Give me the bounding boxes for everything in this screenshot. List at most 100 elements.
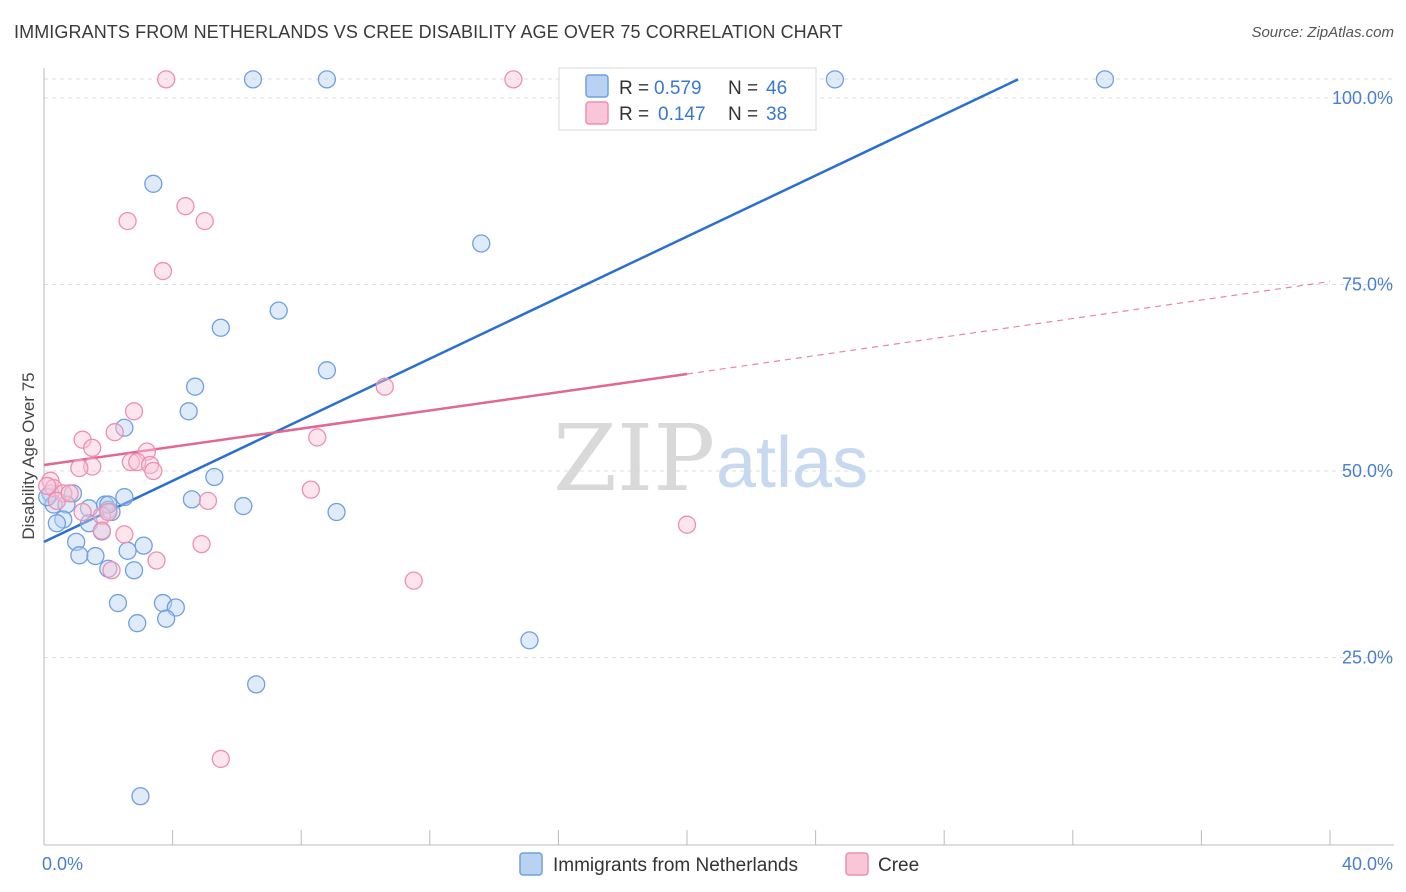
watermark-atlas: atlas bbox=[716, 423, 868, 503]
y-tick-label-1: 75.0% bbox=[1342, 275, 1393, 295]
cree-point-2 bbox=[176, 197, 195, 216]
netherlands-point-35 bbox=[124, 561, 144, 580]
netherlands-point-7 bbox=[211, 318, 230, 337]
x-tick-marks bbox=[172, 830, 1331, 845]
netherlands-point-9 bbox=[185, 377, 205, 396]
cree-point-5 bbox=[153, 261, 173, 281]
netherlands-point-11 bbox=[115, 418, 134, 437]
legend-n-value-pink: 38 bbox=[766, 104, 787, 125]
cree-point-9 bbox=[308, 428, 327, 447]
legend-n-value-blue: 46 bbox=[766, 78, 787, 99]
stats-legend: R = 0.579 N = 46 R = 0.147 N = 38 bbox=[558, 67, 817, 131]
bottom-legend-label-blue: Immigrants from Netherlands bbox=[553, 855, 798, 876]
netherlands-point-12 bbox=[205, 467, 224, 487]
cree-point-3 bbox=[118, 211, 137, 231]
cree-point-36 bbox=[38, 476, 57, 496]
netherlands-point-41 bbox=[520, 631, 539, 650]
netherlands-point-1 bbox=[317, 70, 337, 89]
netherlands-point-4 bbox=[144, 174, 163, 193]
x-tick-label-0: 0.0% bbox=[42, 854, 83, 874]
legend-r-label-pink: R = bbox=[619, 104, 649, 125]
cree-point-0 bbox=[157, 70, 176, 89]
bottom-legend-label-pink: Cree bbox=[878, 855, 919, 876]
cree-point-6 bbox=[375, 377, 394, 396]
netherlands-point-24 bbox=[327, 502, 346, 522]
netherlands-point-15 bbox=[115, 487, 134, 507]
chart-title: IMMIGRANTS FROM NETHERLANDS VS CREE DISA… bbox=[14, 22, 843, 42]
y-tick-labels: 100.0% 75.0% 50.0% 25.0% bbox=[1332, 88, 1393, 668]
netherlands-point-45 bbox=[99, 495, 118, 514]
cree-point-17 bbox=[70, 458, 89, 478]
netherlands-point-6 bbox=[269, 301, 288, 320]
trend-lines bbox=[43, 78, 1331, 543]
netherlands-point-42 bbox=[247, 675, 266, 694]
y-tick-label-2: 50.0% bbox=[1342, 461, 1393, 481]
cree-point-37 bbox=[99, 502, 118, 522]
cree-point-22 bbox=[54, 484, 73, 503]
cree-point-27 bbox=[92, 521, 112, 540]
x-tick-labels: 0.0% 40.0% bbox=[42, 854, 1393, 874]
netherlands-point-10 bbox=[179, 402, 198, 421]
y-tick-label-3: 25.0% bbox=[1342, 648, 1393, 668]
bottom-legend-swatch-blue bbox=[519, 852, 543, 876]
netherlands-point-18 bbox=[57, 495, 76, 514]
cree-point-1 bbox=[504, 70, 523, 89]
cree-point-29 bbox=[677, 515, 697, 534]
cree-point-25 bbox=[73, 502, 92, 522]
cree-point-24 bbox=[198, 491, 218, 510]
netherlands-point-40 bbox=[157, 609, 176, 628]
netherlands-point-29 bbox=[67, 532, 86, 552]
cree-point-20 bbox=[301, 480, 320, 499]
cree-point-18 bbox=[144, 461, 163, 481]
legend-r-value-pink: 0.147 bbox=[658, 104, 706, 125]
cree-point-35 bbox=[60, 484, 79, 503]
cree-point-28 bbox=[115, 525, 134, 544]
netherlands-point-39 bbox=[128, 614, 147, 633]
legend-n-label-blue: N = bbox=[728, 78, 758, 99]
netherlands-point-36 bbox=[108, 593, 128, 613]
y-axis-label: Disability Age Over 75 bbox=[19, 372, 38, 539]
y-tick-label-0: 100.0% bbox=[1332, 88, 1393, 108]
cree-point-11 bbox=[83, 438, 102, 458]
x-tick-label-1: 40.0% bbox=[1342, 854, 1393, 874]
cree-point-33 bbox=[404, 571, 423, 590]
legend-swatch-pink bbox=[585, 101, 609, 125]
trend-line-immigrants-from-netherlands bbox=[43, 78, 1019, 543]
cree-point-4 bbox=[195, 211, 214, 231]
trend-line-cree bbox=[43, 372, 688, 467]
legend-r-value-blue: 0.579 bbox=[654, 78, 702, 99]
cree-point-30 bbox=[192, 534, 211, 554]
cree-point-31 bbox=[147, 551, 166, 570]
watermark: ZIP atlas bbox=[553, 405, 868, 512]
netherlands-point-8 bbox=[317, 361, 337, 380]
cree-point-34 bbox=[211, 749, 230, 769]
netherlands-point-5 bbox=[472, 234, 491, 253]
series-cree bbox=[38, 70, 697, 769]
legend-n-label-pink: N = bbox=[728, 104, 758, 125]
netherlands-point-32 bbox=[70, 546, 89, 565]
netherlands-point-31 bbox=[118, 541, 137, 560]
netherlands-point-21 bbox=[234, 496, 253, 516]
cree-point-7 bbox=[124, 402, 144, 421]
netherlands-point-30 bbox=[134, 536, 153, 555]
netherlands-point-43 bbox=[131, 787, 150, 806]
netherlands-point-33 bbox=[86, 546, 105, 566]
netherlands-point-0 bbox=[243, 70, 263, 89]
source-credit: Source: ZipAtlas.com bbox=[1251, 24, 1394, 41]
cree-point-8 bbox=[105, 423, 124, 442]
trend-line-cree-extension bbox=[686, 280, 1331, 375]
axes bbox=[43, 68, 1394, 846]
legend-r-label-blue: R = bbox=[619, 78, 649, 99]
legend-swatch-blue bbox=[585, 74, 609, 98]
series-legend: Immigrants from Netherlands Cree bbox=[519, 852, 919, 876]
cree-point-13 bbox=[121, 452, 140, 472]
watermark-zip: ZIP bbox=[553, 405, 715, 512]
netherlands-point-2 bbox=[825, 70, 845, 89]
series-immigrants-from-netherlands bbox=[38, 70, 1115, 806]
bottom-legend-swatch-pink bbox=[845, 852, 869, 876]
cree-point-32 bbox=[102, 561, 121, 580]
netherlands-point-3 bbox=[1095, 70, 1115, 89]
grid bbox=[44, 78, 1394, 658]
netherlands-point-16 bbox=[182, 490, 202, 509]
